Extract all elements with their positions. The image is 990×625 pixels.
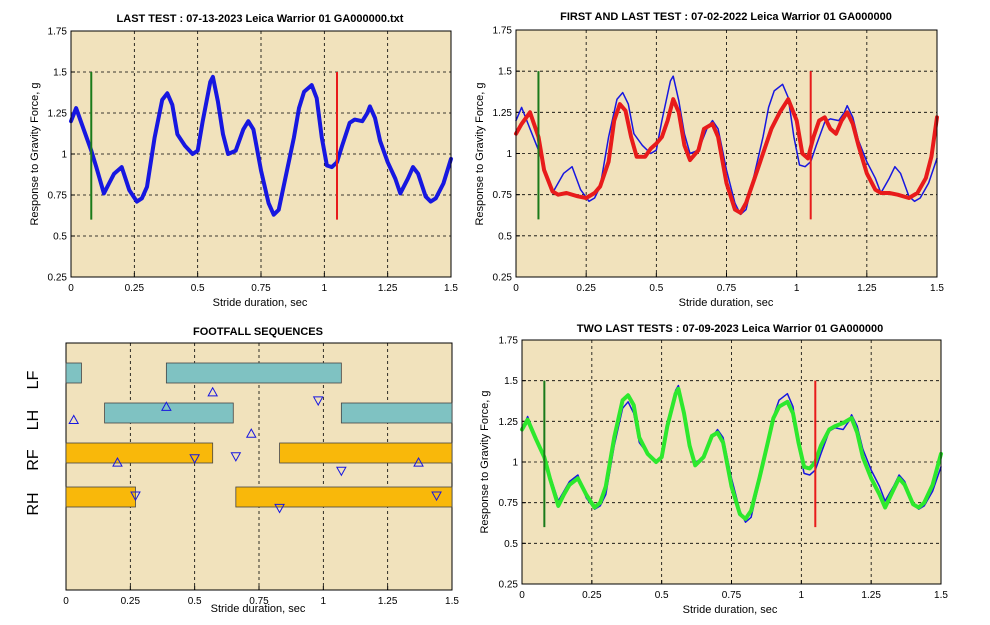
footfall-bar-lf <box>65 362 82 384</box>
two-last-tests-chart: TWO LAST TESTS : 07-09-2023 Leica Warrio… <box>479 323 948 616</box>
last-test-ytick-label: 1.25 <box>48 109 68 120</box>
first-last-ytick-label: 0.75 <box>493 190 513 201</box>
footfall-row-label-lh: LH <box>25 410 42 430</box>
last-test-ytick-label: 0.75 <box>48 191 68 202</box>
two-last-xlabel: Stride duration, sec <box>683 604 778 616</box>
footfall-row-label-lf: LF <box>25 370 42 389</box>
last-test-ytick-label: 1 <box>61 150 67 161</box>
two-last-ytick-label: 0.75 <box>499 498 519 509</box>
footfall-triangle-up <box>161 401 172 411</box>
first-last-xtick-label: 1.5 <box>930 283 944 294</box>
last-test-xtick-label: 0.25 <box>125 283 145 294</box>
footfall-bar-rh <box>65 486 136 508</box>
first-last-xtick-label: 0.25 <box>576 283 596 294</box>
first-last-series-line-1 <box>515 75 938 216</box>
two-last-ytick-label: 1.75 <box>499 336 519 347</box>
two-last-xtick-label: 1.5 <box>934 590 948 601</box>
first-last-ytick-label: 1 <box>506 149 512 160</box>
footfall-triangle-up <box>112 457 123 467</box>
footfall-bar-lh <box>340 402 453 424</box>
two-last-ytick-label: 0.5 <box>504 539 518 550</box>
last-test-series-line-1 <box>69 74 453 217</box>
footfall-row-label-rf: RF <box>25 449 42 471</box>
footfall-bar-rh <box>235 486 453 508</box>
footfall-triangle-down <box>431 491 442 502</box>
two-last-title: TWO LAST TESTS : 07-09-2023 Leica Warrio… <box>577 323 884 335</box>
footfall-bar-rf <box>65 442 214 464</box>
first-last-xlabel: Stride duration, sec <box>679 297 774 309</box>
first-last-ytick-label: 1.75 <box>493 26 513 37</box>
footfall-xtick-label: 0 <box>63 596 69 607</box>
last-test-plot-border <box>70 30 452 278</box>
footfall-bar-rf <box>279 442 453 464</box>
first-last-ytick-label: 1.5 <box>498 67 512 78</box>
first-and-last-test-chart: FIRST AND LAST TEST : 07-02-2022 Leica W… <box>474 11 944 309</box>
footfall-triangle-down <box>230 452 242 462</box>
footfall-xlabel: Stride duration, sec <box>211 603 306 615</box>
two-last-xtick-label: 0.75 <box>722 590 742 601</box>
two-last-ytick-label: 0.25 <box>499 580 519 591</box>
two-last-xtick-label: 0.25 <box>582 590 602 601</box>
last-test-ytick-label: 0.5 <box>53 232 67 243</box>
footfall-triangle-down <box>130 491 141 502</box>
last-test-ytick-label: 0.25 <box>48 273 68 284</box>
last-test-ytick-label: 1.75 <box>48 27 68 38</box>
first-last-xtick-label: 0 <box>513 283 519 294</box>
first-last-ytick-label: 0.25 <box>493 273 513 284</box>
first-last-xtick-label: 0.5 <box>649 283 663 294</box>
two-last-xtick-label: 0 <box>519 590 525 601</box>
last-test-xtick-label: 0.5 <box>191 283 205 294</box>
last-test-xtick-label: 0.75 <box>251 283 271 294</box>
footfall-triangle-up <box>207 386 219 397</box>
two-last-series-line-2 <box>520 386 943 521</box>
last-test-ytick-label: 1.5 <box>53 68 67 79</box>
two-last-ytick-label: 1.25 <box>499 417 519 428</box>
footfall-sequences-chart: FOOTFALL SEQUENCES Stride duration, sec … <box>25 326 459 615</box>
footfall-triangle-up <box>413 457 424 467</box>
first-last-ytick-label: 0.5 <box>498 231 512 242</box>
footfall-triangle-down <box>189 454 201 464</box>
first-last-ylabel: Response to Gravity Force, g <box>474 82 486 225</box>
first-last-ytick-label: 1.25 <box>493 108 513 119</box>
two-last-ytick-label: 1 <box>512 458 518 469</box>
last-test-chart: LAST TEST : 07-13-2023 Leica Warrior 01 … <box>29 13 458 309</box>
footfall-triangle-up <box>68 414 80 425</box>
first-last-title: FIRST AND LAST TEST : 07-02-2022 Leica W… <box>560 11 892 23</box>
last-test-ylabel: Response to Gravity Force, g <box>29 82 41 225</box>
footfall-bar-lf <box>165 362 342 384</box>
last-test-xtick-label: 1 <box>322 283 328 294</box>
footfall-xtick-label: 1.25 <box>378 596 398 607</box>
first-last-series-line-2 <box>514 97 939 215</box>
first-last-plot-border <box>515 29 938 278</box>
footfall-triangle-down <box>335 466 347 477</box>
last-test-title: LAST TEST : 07-13-2023 Leica Warrior 01 … <box>117 13 404 25</box>
two-last-xtick-label: 1 <box>799 590 805 601</box>
footfall-title: FOOTFALL SEQUENCES <box>193 326 323 338</box>
footfall-xtick-label: 0.75 <box>249 596 269 607</box>
last-test-xtick-label: 1.25 <box>378 283 398 294</box>
first-last-xtick-label: 1.25 <box>857 283 877 294</box>
footfall-triangle-down <box>312 396 324 407</box>
footfall-xtick-label: 1 <box>321 596 327 607</box>
footfall-xtick-label: 1.5 <box>445 596 459 607</box>
footfall-triangle-down <box>274 503 285 514</box>
two-last-xtick-label: 0.5 <box>655 590 669 601</box>
last-test-xlabel: Stride duration, sec <box>213 297 308 309</box>
two-last-plot-border <box>521 339 942 585</box>
footfall-xtick-label: 0.5 <box>188 596 202 607</box>
two-last-ylabel: Response to Gravity Force, g <box>479 390 491 533</box>
footfall-xtick-label: 0.25 <box>121 596 141 607</box>
two-last-ytick-label: 1.5 <box>504 376 518 387</box>
last-test-xtick-label: 0 <box>68 283 74 294</box>
two-last-xtick-label: 1.25 <box>861 590 881 601</box>
footfall-bar-lh <box>104 402 234 424</box>
footfall-triangle-up <box>245 428 257 438</box>
footfall-row-label-rh: RH <box>25 492 42 515</box>
last-test-xtick-label: 1.5 <box>444 283 458 294</box>
first-last-xtick-label: 1 <box>794 283 800 294</box>
first-last-xtick-label: 0.75 <box>717 283 737 294</box>
